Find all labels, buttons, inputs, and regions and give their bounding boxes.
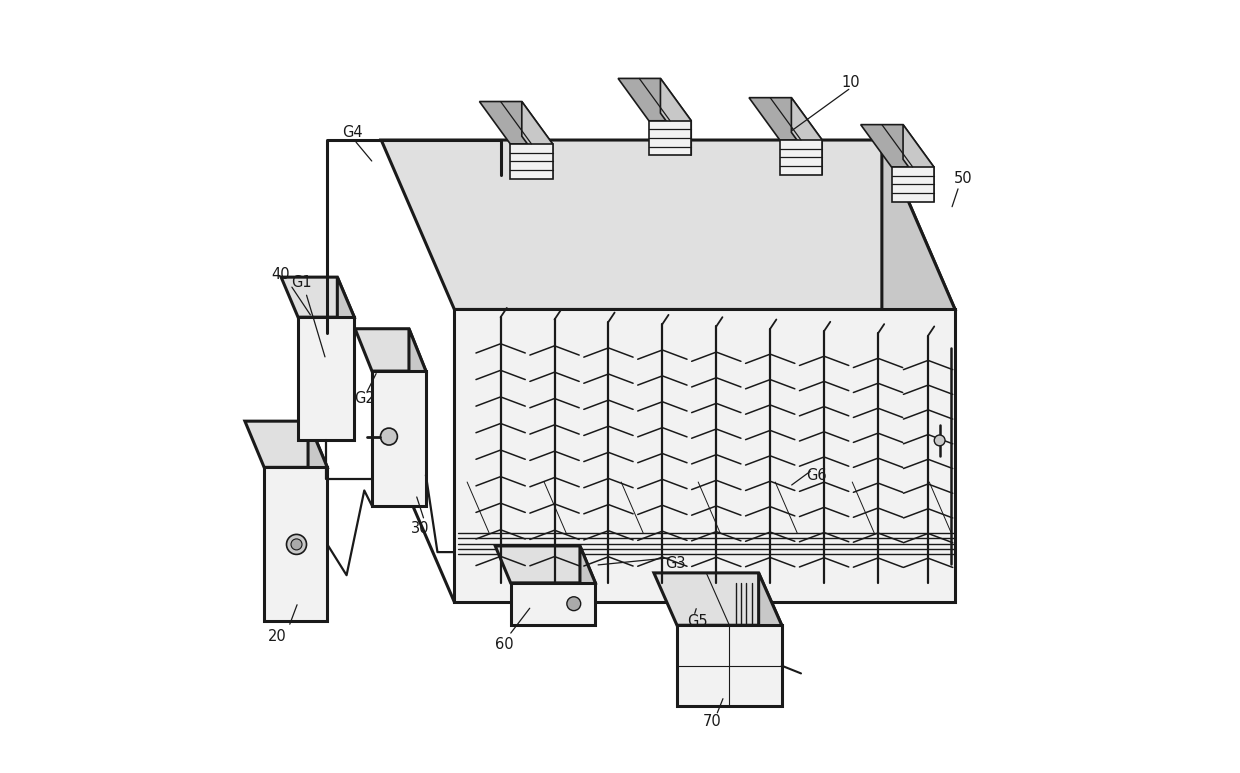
Polygon shape [677,625,781,707]
Text: 20: 20 [268,629,286,645]
Text: G2: G2 [353,390,374,406]
Circle shape [291,539,303,550]
Polygon shape [580,546,595,625]
Text: 40: 40 [272,267,290,282]
Polygon shape [882,140,955,602]
Polygon shape [308,421,327,621]
Polygon shape [861,124,934,167]
Polygon shape [337,278,355,441]
Polygon shape [480,101,553,144]
Text: 50: 50 [954,171,972,186]
Polygon shape [355,329,425,371]
Text: G5: G5 [687,614,707,629]
Polygon shape [661,78,691,155]
Text: 70: 70 [703,714,722,729]
Polygon shape [372,371,425,506]
Text: G1: G1 [291,275,312,290]
Polygon shape [381,140,955,309]
Polygon shape [780,140,822,175]
Circle shape [934,435,945,446]
Polygon shape [511,583,595,625]
Polygon shape [618,78,691,121]
Polygon shape [298,317,355,441]
Text: 60: 60 [495,637,513,652]
Text: G4: G4 [342,124,362,140]
Polygon shape [454,309,955,602]
Polygon shape [495,546,595,583]
Polygon shape [749,97,822,140]
Polygon shape [522,101,553,179]
Polygon shape [903,124,934,202]
Polygon shape [264,468,327,621]
Text: 30: 30 [410,522,429,536]
Polygon shape [246,421,327,468]
Circle shape [286,534,306,554]
Circle shape [567,597,580,611]
Text: G3: G3 [665,556,686,571]
Polygon shape [649,121,691,155]
Polygon shape [510,144,553,179]
Polygon shape [791,97,822,175]
Polygon shape [653,573,781,625]
Polygon shape [281,278,355,317]
Circle shape [381,428,397,445]
Text: G6: G6 [806,468,827,482]
Polygon shape [759,573,781,707]
Text: 10: 10 [842,75,861,90]
Polygon shape [409,329,425,506]
Polygon shape [892,167,934,202]
